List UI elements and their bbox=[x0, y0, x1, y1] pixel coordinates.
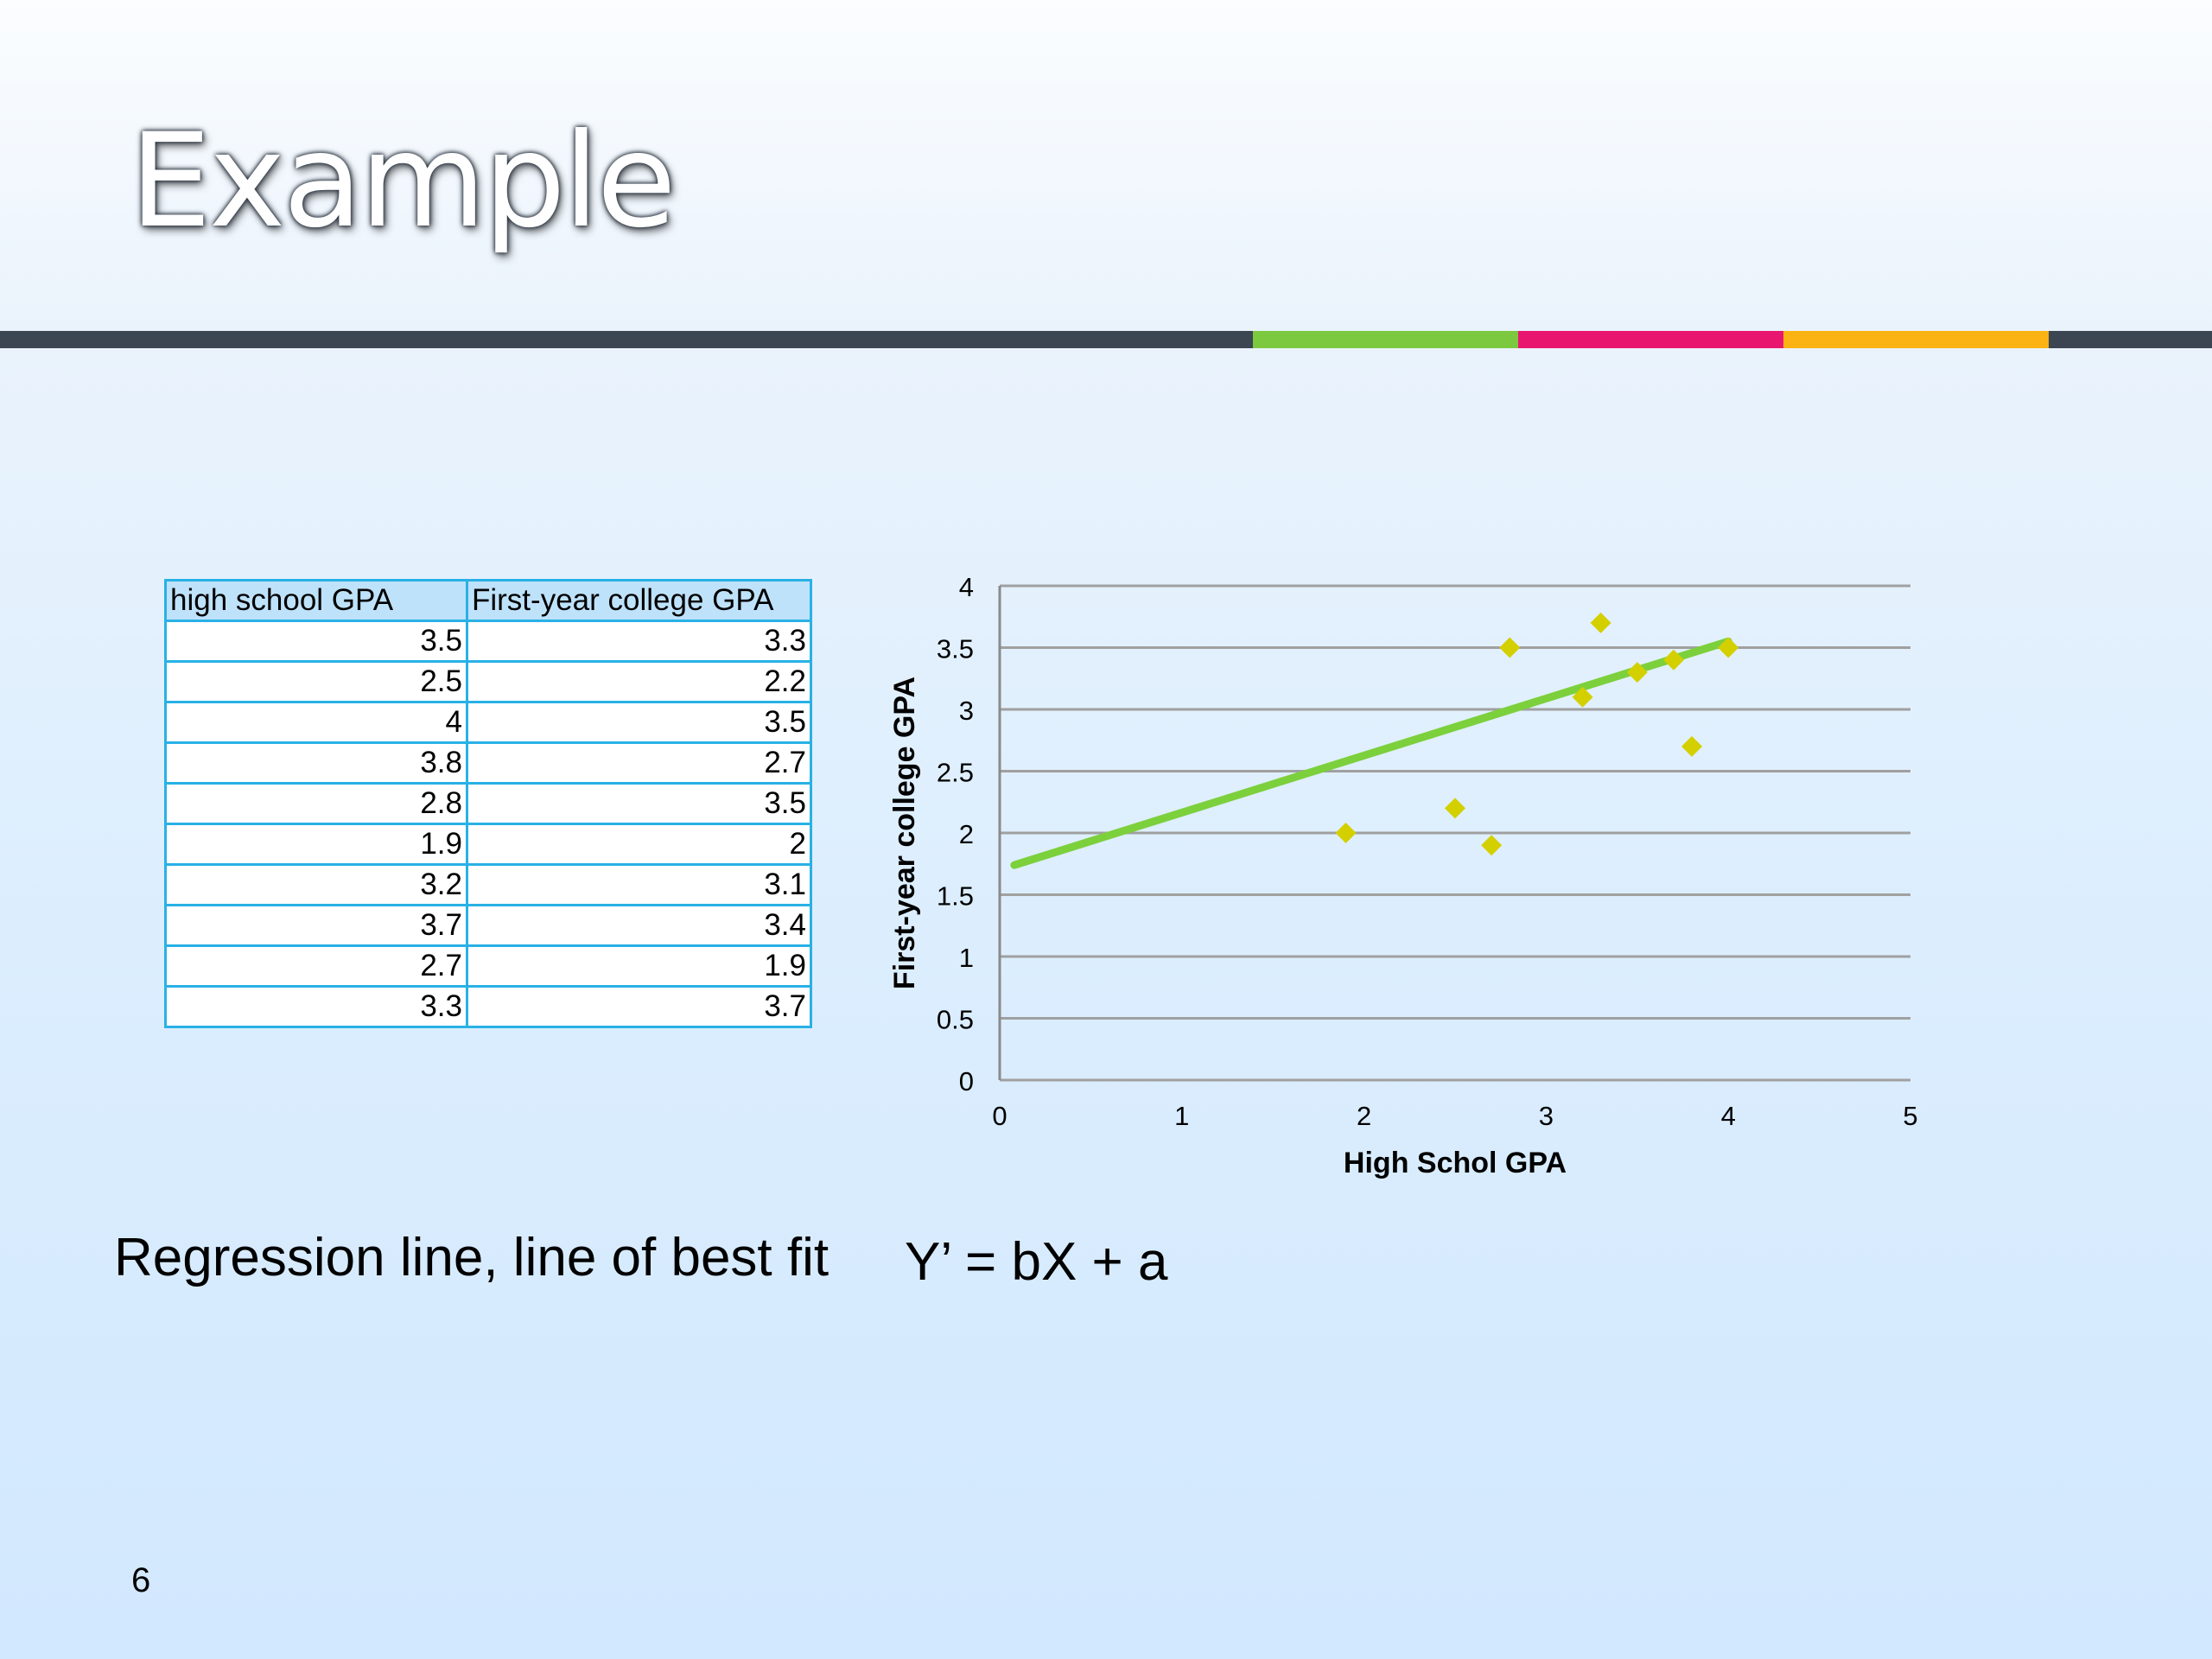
table-cell: 3.7 bbox=[164, 904, 468, 947]
table-cell: 2.7 bbox=[466, 741, 812, 785]
divider-segment-green bbox=[1253, 331, 1518, 348]
table-cell: 3.7 bbox=[466, 985, 812, 1028]
column-header-high-school-gpa: high school GPA bbox=[164, 579, 468, 622]
scatter-point bbox=[1681, 735, 1703, 757]
table-cell: 3.4 bbox=[466, 904, 812, 947]
table-cell: 2.5 bbox=[164, 660, 468, 703]
y-tick-label: 1 bbox=[959, 943, 974, 973]
table-cell: 4 bbox=[164, 701, 468, 744]
scatter-point bbox=[1499, 637, 1521, 658]
column-header-college-gpa: First-year college GPA bbox=[466, 579, 812, 622]
y-tick-label: 3 bbox=[959, 696, 974, 726]
table-row: 3.5 3.3 bbox=[164, 620, 812, 663]
table-cell: 2.2 bbox=[466, 660, 812, 703]
scatter-point bbox=[1662, 649, 1684, 671]
divider-segment-orange bbox=[1783, 331, 2049, 348]
table-cell: 3.1 bbox=[466, 863, 812, 906]
x-axis-title: High Schol GPA bbox=[1344, 1147, 1567, 1179]
scatter-point bbox=[1590, 612, 1611, 633]
x-tick-label: 0 bbox=[992, 1101, 1007, 1131]
table-cell: 3.3 bbox=[466, 620, 812, 663]
slide-title: Example bbox=[130, 106, 677, 257]
regression-equation: Y’ = bX + a bbox=[905, 1232, 1168, 1292]
table-row: 3.2 3.1 bbox=[164, 863, 812, 906]
divider-segment-dark bbox=[0, 331, 1253, 348]
table-row: 2.7 1.9 bbox=[164, 944, 812, 988]
title-divider-bar bbox=[0, 331, 2212, 348]
table-row: 2.5 2.2 bbox=[164, 660, 812, 703]
table-cell: 2.8 bbox=[164, 782, 468, 825]
scatter-point bbox=[1718, 637, 1739, 658]
table-row: 2.8 3.5 bbox=[164, 782, 812, 825]
x-tick-label: 4 bbox=[1721, 1101, 1736, 1131]
table-cell: 3.8 bbox=[164, 741, 468, 785]
regression-caption: Regression line, line of best fit bbox=[114, 1228, 830, 1287]
scatter-point bbox=[1626, 662, 1648, 683]
table-cell: 1.9 bbox=[466, 944, 812, 988]
x-tick-label: 3 bbox=[1539, 1101, 1554, 1131]
gpa-scatter-chart: 0 0.5 1 1.5 2 2.5 3 3.5 4 0 1 2 3 4 5 High Schol GPA Fir… bbox=[888, 572, 1918, 1179]
y-tick-label: 0.5 bbox=[937, 1005, 974, 1035]
y-tick-label: 0 bbox=[959, 1066, 974, 1096]
gpa-data-table: high school GPA First-year college GPA 3… bbox=[164, 579, 812, 1028]
y-tick-label: 3.5 bbox=[937, 634, 974, 664]
y-tick-label: 1.5 bbox=[937, 881, 974, 912]
x-tick-label: 2 bbox=[1357, 1101, 1371, 1131]
x-tick-label: 1 bbox=[1174, 1101, 1189, 1131]
y-axis-title: First-year college GPA bbox=[888, 677, 921, 989]
scatter-point bbox=[1445, 798, 1465, 819]
scatter-point bbox=[1572, 686, 1593, 708]
scatter-point bbox=[1481, 835, 1503, 856]
table-row: 3.8 2.7 bbox=[164, 741, 812, 785]
table-row: 1.9 2 bbox=[164, 823, 812, 866]
table-cell: 3.5 bbox=[466, 701, 812, 744]
slide-number: 6 bbox=[131, 1561, 151, 1599]
table-row: 3.7 3.4 bbox=[164, 904, 812, 947]
trendline bbox=[1010, 637, 1732, 869]
table-row: 3.3 3.7 bbox=[164, 985, 812, 1028]
table-cell: 3.2 bbox=[164, 863, 468, 906]
table-header-row: high school GPA First-year college GPA bbox=[164, 579, 812, 622]
table-cell: 3.3 bbox=[164, 985, 468, 1028]
table-cell: 1.9 bbox=[164, 823, 468, 866]
y-tick-label: 2 bbox=[959, 819, 974, 849]
table-cell: 2.7 bbox=[164, 944, 468, 988]
table-cell: 2 bbox=[466, 823, 812, 866]
table-row: 4 3.5 bbox=[164, 701, 812, 744]
divider-segment-dark-end bbox=[2049, 331, 2212, 348]
y-tick-label: 2.5 bbox=[937, 758, 974, 788]
x-tick-label: 5 bbox=[1903, 1101, 1917, 1131]
divider-segment-pink bbox=[1518, 331, 1783, 348]
y-tick-label: 4 bbox=[959, 572, 974, 602]
table-cell: 3.5 bbox=[164, 620, 468, 663]
scatter-point bbox=[1335, 823, 1357, 843]
table-cell: 3.5 bbox=[466, 782, 812, 825]
